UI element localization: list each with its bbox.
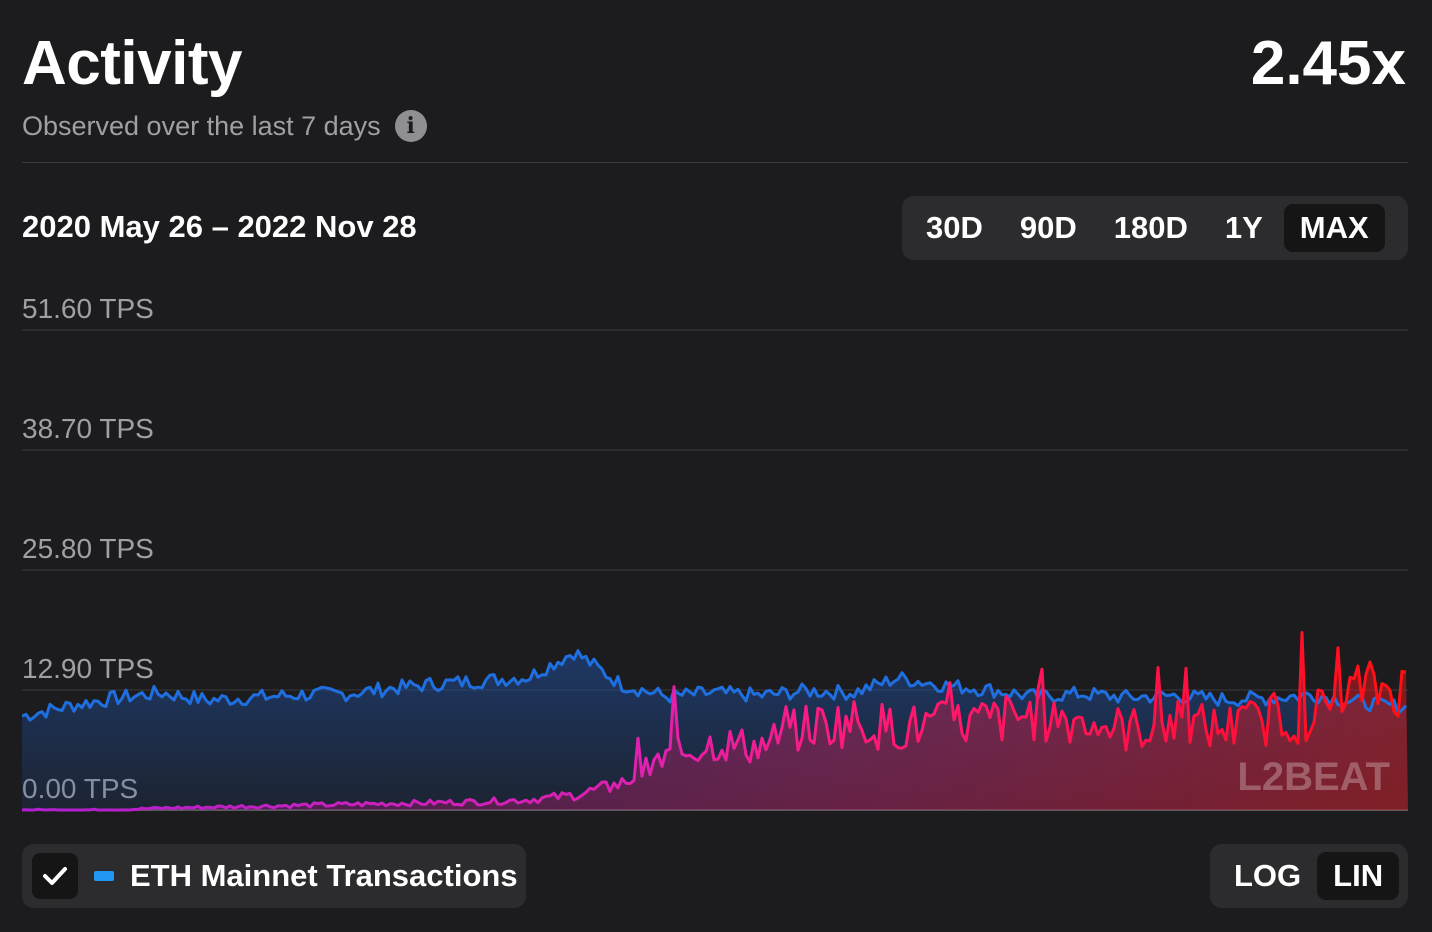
range-button-30d[interactable]: 30D (926, 210, 983, 245)
l2-series-line (22, 631, 1407, 812)
l2beat-watermark: L2BEAT (1237, 755, 1390, 799)
y-tick-label: 51.60 TPS (22, 293, 154, 324)
page-title: Activity (22, 29, 242, 98)
date-range: 2020 May 26 – 2022 Nov 28 (22, 209, 417, 244)
range-button-max[interactable]: MAX (1283, 204, 1385, 252)
legend-label: ETH Mainnet Transactions (130, 858, 518, 893)
scaling-factor: 2.45x (1250, 29, 1406, 98)
scale-button-log[interactable]: LOG (1234, 858, 1302, 893)
scale-toggle: LOG LIN (1210, 844, 1408, 908)
range-button-180d[interactable]: 180D (1113, 210, 1188, 245)
y-tick-label: 38.70 TPS (22, 413, 154, 444)
legend-swatch (94, 871, 114, 881)
l2-series-area (22, 632, 1408, 810)
range-button-90d[interactable]: 90D (1019, 210, 1077, 245)
eth-series-line (22, 649, 1408, 722)
header-divider (22, 162, 1408, 163)
y-tick-label: 25.80 TPS (22, 533, 154, 564)
checkmark-icon (43, 867, 67, 885)
time-range-selector: 30D 90D 180D 1Y MAX (902, 196, 1408, 260)
subtitle: Observed over the last 7 days i (22, 108, 427, 144)
info-icon[interactable]: i (394, 110, 427, 142)
range-button-1y[interactable]: 1Y (1224, 210, 1263, 245)
legend-checkbox[interactable] (32, 853, 78, 899)
scale-button-lin[interactable]: LIN (1317, 852, 1400, 900)
y-tick-label: 12.90 TPS (22, 653, 154, 684)
subtitle-text: Observed over the last 7 days (22, 111, 381, 141)
series-legend: ETH Mainnet Transactions (22, 844, 526, 908)
